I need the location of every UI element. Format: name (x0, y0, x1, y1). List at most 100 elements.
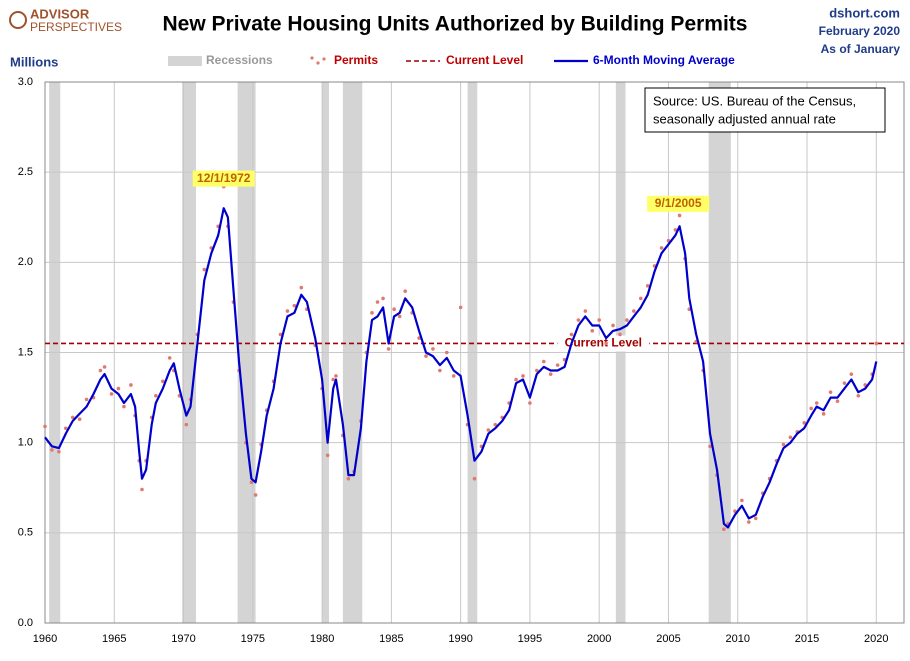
y-tick-label: 2.0 (18, 256, 33, 268)
permit-point (167, 356, 172, 360)
y-axis-label: Millions (10, 54, 58, 69)
permit-point (43, 424, 47, 429)
logo-text: PERSPECTIVES (30, 20, 122, 34)
permit-point (856, 393, 861, 398)
permit-point (334, 374, 338, 378)
x-tick-label: 1965 (102, 633, 126, 645)
annotation-bg (647, 195, 710, 212)
permit-point (535, 368, 539, 373)
permit-point (788, 435, 793, 440)
legend-label: Permits (334, 53, 378, 67)
permit-point (849, 372, 854, 376)
legend-permit-swatch (322, 57, 326, 61)
permit-point (802, 421, 807, 425)
permit-point (451, 374, 456, 378)
y-tick-label: 0.5 (18, 527, 33, 539)
permit-point (375, 300, 380, 304)
permit-point (102, 365, 107, 369)
x-tick-label: 1980 (310, 633, 334, 645)
permit-point (472, 476, 477, 481)
permit-point (184, 422, 189, 427)
permit-point (431, 347, 435, 351)
x-tick-label: 1960 (33, 633, 57, 645)
current-level-label: Current Level (565, 336, 642, 350)
permit-point (740, 498, 744, 503)
permit-point (828, 390, 833, 394)
current-level-label-bg (557, 335, 650, 352)
x-tick-label: 2005 (656, 633, 680, 645)
permit-point (109, 392, 114, 396)
permit-point (70, 415, 75, 420)
permit-point (597, 318, 601, 322)
logo-text: ADVISOR (30, 6, 90, 21)
permit-point (632, 309, 636, 313)
permit-point (392, 307, 396, 312)
permit-point (514, 377, 518, 382)
permit-point (659, 246, 664, 250)
annotation-bg (192, 170, 255, 187)
permit-point (555, 363, 560, 367)
permit-point (63, 426, 68, 431)
permit-point (129, 383, 133, 387)
permit-point (386, 347, 391, 351)
y-tick-label: 1.5 (18, 346, 33, 358)
permit-point (331, 377, 335, 382)
site-text: dshort.com (829, 5, 900, 20)
permit-point (590, 329, 595, 333)
permit-point (346, 476, 351, 481)
permit-point (381, 296, 385, 301)
y-tick-label: 3.0 (18, 76, 33, 88)
permit-point (57, 449, 61, 454)
permit-point (874, 341, 879, 346)
x-tick-label: 1995 (518, 633, 542, 645)
permit-point (541, 359, 546, 364)
legend-permit-swatch (310, 56, 314, 60)
permit-point (458, 305, 463, 310)
permit-point (835, 399, 840, 403)
permit-point (285, 309, 290, 313)
x-tick-label: 1975 (241, 633, 265, 645)
permit-point (77, 417, 82, 422)
permit-point (814, 401, 819, 405)
permit-point (611, 323, 615, 328)
permit-point (278, 332, 283, 337)
permit-point (747, 520, 751, 524)
plot-frame (44, 81, 905, 624)
permit-point (160, 379, 165, 384)
permit-point (569, 332, 574, 337)
annotation: 9/1/2005 (655, 196, 702, 210)
permit-point (249, 480, 254, 485)
permit-point (493, 422, 498, 427)
chart-title: New Private Housing Units Authorized by … (163, 13, 748, 36)
permit-point (292, 303, 297, 308)
permit-point (673, 228, 678, 232)
x-tick-label: 2020 (864, 633, 888, 645)
site-text: As of January (821, 42, 901, 56)
source-text: Source: US. Bureau of the Census, (653, 93, 856, 108)
permit-point (202, 267, 207, 272)
permit-point (403, 289, 408, 293)
permit-point (521, 374, 525, 378)
moving-average-line (44, 207, 878, 529)
permit-point (638, 296, 643, 301)
permit-point (781, 442, 786, 447)
permit-point (486, 428, 491, 432)
x-tick-label: 2015 (795, 633, 819, 645)
annotation: 12/1/1972 (197, 171, 251, 185)
legend-permit-swatch (316, 61, 320, 65)
permit-point (98, 368, 103, 373)
x-tick-label: 1985 (379, 633, 403, 645)
x-tick-label: 1990 (448, 633, 472, 645)
permit-point (722, 527, 726, 532)
permit-point (444, 350, 449, 355)
permit-point (528, 401, 532, 405)
permit-point (370, 311, 374, 315)
permit-point (50, 448, 54, 452)
permit-point (604, 341, 608, 346)
permit-point (548, 372, 553, 376)
permit-point (424, 354, 428, 358)
y-tick-label: 0.0 (18, 617, 33, 629)
permit-point (842, 381, 847, 385)
legend-recession-swatch (168, 56, 202, 66)
